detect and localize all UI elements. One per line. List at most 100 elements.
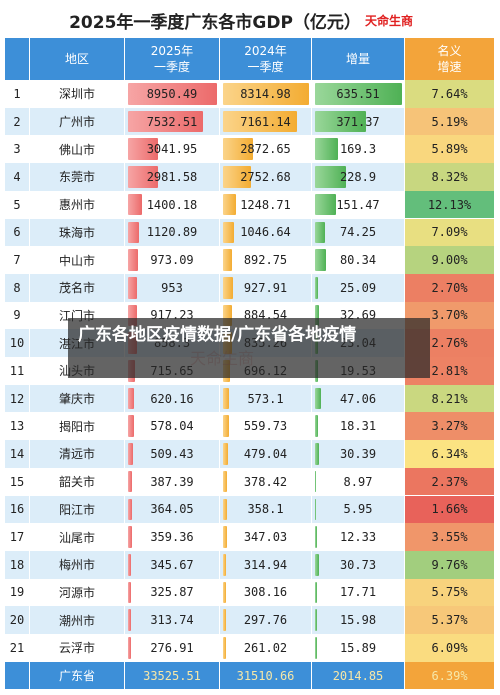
cell: 6 (5, 218, 30, 247)
data-bar (128, 166, 158, 188)
data-bar (128, 415, 134, 438)
cell: 1046.64 (220, 218, 312, 247)
cell: 阳江市 (30, 495, 125, 524)
cell: 1 (5, 80, 30, 108)
cell: 1120.89 (125, 218, 220, 247)
data-bar (315, 387, 322, 410)
data-bar (315, 553, 320, 576)
cell: 18.31 (312, 412, 405, 441)
cell: 3041.95 (125, 135, 220, 164)
cell-text: 364.05 (150, 502, 194, 517)
data-bar (128, 470, 132, 493)
cell-text: 261.02 (243, 640, 288, 655)
cell: 325.87 (125, 578, 220, 607)
data-bar (128, 443, 134, 465)
data-bar (128, 83, 217, 105)
data-bar (223, 581, 227, 604)
data-bar (128, 193, 142, 216)
cell: 汕尾市 (30, 523, 125, 551)
cell: 6.09% (405, 634, 495, 662)
header-cell: 增量 (312, 38, 405, 80)
cell-text: 345.67 (150, 557, 194, 572)
cell: 2.37% (405, 467, 495, 496)
data-bar (223, 443, 228, 465)
cell: 东莞市 (30, 163, 125, 191)
cell: 169.3 (312, 135, 405, 164)
data-bar (128, 387, 135, 410)
data-bar (315, 193, 336, 216)
cell: 5.19% (405, 107, 495, 136)
cell: 10 (5, 329, 30, 357)
data-bar (315, 415, 318, 438)
cell-text: 371.37 (336, 114, 380, 129)
cell-text: 47.06 (339, 391, 377, 406)
cell: 中山市 (30, 246, 125, 274)
header-cell: 地区 (30, 38, 125, 80)
header-cell: 2025年 一季度 (125, 38, 220, 80)
cell: 11 (5, 357, 30, 385)
data-bar (223, 221, 234, 244)
cell: 347.03 (220, 523, 312, 551)
cell: 12 (5, 384, 30, 413)
cell: 1248.71 (220, 190, 312, 219)
cell-text: 387.39 (150, 474, 194, 489)
cell-text: 308.16 (243, 585, 288, 600)
cell-text: 30.39 (339, 446, 377, 461)
cell: 74.25 (312, 218, 405, 247)
data-bar (315, 83, 402, 105)
cell: 广州市 (30, 107, 125, 136)
cell-text: 358.1 (247, 502, 284, 517)
data-bar (315, 249, 326, 271)
cell-text: 973.09 (150, 253, 194, 268)
cell-text: 479.04 (243, 446, 288, 461)
cell: 17 (5, 523, 30, 551)
cell: 茂名市 (30, 273, 125, 302)
cell-text: 1400.18 (146, 197, 198, 212)
cell-text: 359.36 (150, 530, 194, 545)
cell: 韶关市 (30, 467, 125, 496)
cell-text: 1046.64 (240, 225, 291, 240)
total-cell: 33525.51 (125, 661, 220, 690)
data-bar (128, 276, 138, 299)
cell: 清远市 (30, 440, 125, 468)
data-bar (223, 526, 227, 548)
cell-text: 325.87 (150, 585, 194, 600)
cell: 8 (5, 273, 30, 302)
data-bar (315, 166, 347, 188)
data-bar (315, 609, 318, 631)
cell: 深圳市 (30, 80, 125, 108)
cell: 5.89% (405, 135, 495, 164)
cell: 345.67 (125, 550, 220, 579)
data-bar (223, 249, 233, 271)
cell: 17.71 (312, 578, 405, 607)
data-bar (223, 609, 227, 631)
cell: 5.37% (405, 606, 495, 634)
cell: 151.47 (312, 190, 405, 219)
cell-text: 276.91 (150, 640, 194, 655)
data-bar (128, 110, 203, 133)
cell: 5.95 (312, 495, 405, 524)
cell: 313.74 (125, 606, 220, 634)
cell-text: 620.16 (150, 391, 194, 406)
cell-text: 151.47 (336, 197, 380, 212)
cell: 297.76 (220, 606, 312, 634)
cell-text: 927.91 (243, 280, 288, 295)
data-bar (128, 138, 159, 161)
total-cell: 31510.66 (220, 661, 312, 690)
cell-text: 1248.71 (240, 197, 291, 212)
data-bar (223, 637, 226, 659)
data-bar (223, 387, 229, 410)
cell: 25.09 (312, 273, 405, 302)
cell: 15.98 (312, 606, 405, 634)
cell: 7.09% (405, 218, 495, 247)
cell: 2 (5, 107, 30, 136)
cell-text: 15.98 (339, 613, 377, 628)
cell-text: 3041.95 (146, 142, 198, 157)
cell: 573.1 (220, 384, 312, 413)
data-bar (128, 553, 132, 576)
cell-text: 2752.68 (240, 169, 291, 184)
data-bar (128, 526, 132, 548)
cell: 20 (5, 606, 30, 634)
cell: 1400.18 (125, 190, 220, 219)
